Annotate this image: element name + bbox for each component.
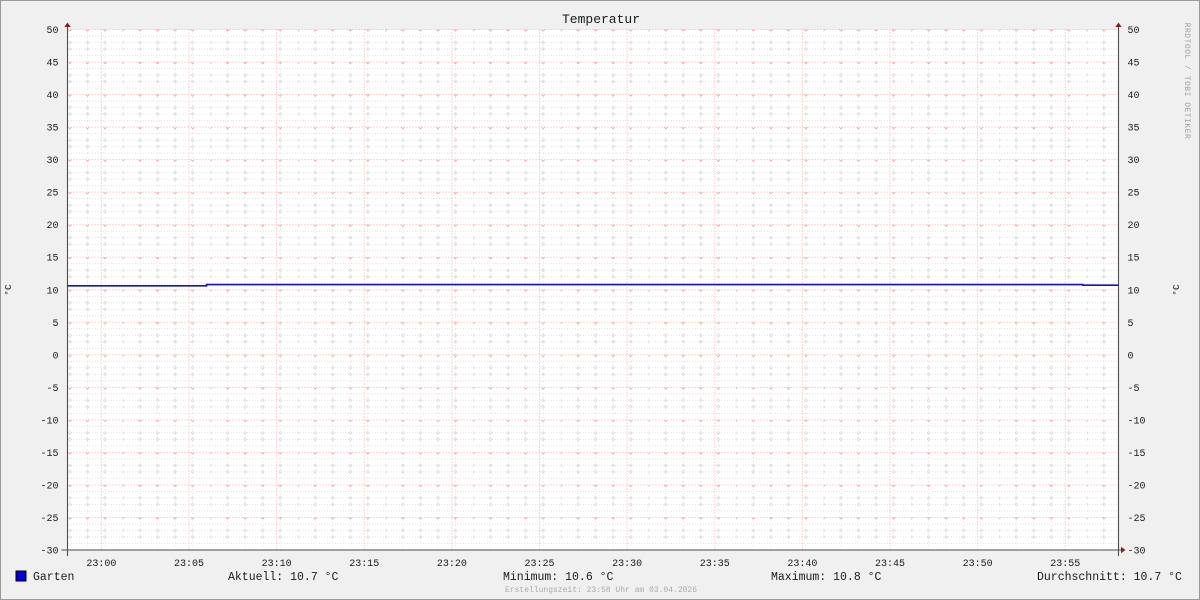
svg-text:25: 25 — [46, 189, 58, 200]
svg-text:30: 30 — [1128, 156, 1140, 167]
svg-text:Garten: Garten — [33, 571, 74, 584]
svg-text:23:55: 23:55 — [1050, 559, 1080, 570]
svg-text:°C: °C — [3, 284, 14, 296]
svg-text:15: 15 — [1128, 254, 1140, 265]
svg-text:23:10: 23:10 — [262, 559, 292, 570]
svg-text:10: 10 — [46, 286, 58, 297]
svg-text:23:50: 23:50 — [963, 559, 993, 570]
svg-text:-20: -20 — [40, 481, 58, 492]
svg-text:45: 45 — [46, 59, 58, 70]
svg-text:Minimum: 10.6 °C: Minimum: 10.6 °C — [503, 571, 614, 584]
svg-text:Erstellungszeit: 23:58 Uhr am: Erstellungszeit: 23:58 Uhr am 03.04.2026 — [505, 586, 697, 595]
svg-text:50: 50 — [46, 26, 58, 37]
svg-text:-30: -30 — [40, 547, 58, 558]
svg-text:35: 35 — [46, 124, 58, 135]
svg-text:23:45: 23:45 — [875, 559, 905, 570]
svg-text:35: 35 — [1128, 124, 1140, 135]
svg-text:25: 25 — [1128, 189, 1140, 200]
svg-text:23:20: 23:20 — [437, 559, 467, 570]
svg-text:5: 5 — [1128, 319, 1134, 330]
svg-text:-5: -5 — [46, 384, 58, 395]
svg-text:40: 40 — [46, 91, 58, 102]
svg-text:23:30: 23:30 — [612, 559, 642, 570]
svg-text:-10: -10 — [40, 416, 58, 427]
svg-text:23:05: 23:05 — [174, 559, 204, 570]
svg-text:23:00: 23:00 — [86, 559, 116, 570]
svg-text:23:35: 23:35 — [700, 559, 730, 570]
svg-text:20: 20 — [1128, 221, 1140, 232]
svg-text:5: 5 — [52, 319, 58, 330]
svg-text:23:15: 23:15 — [349, 559, 379, 570]
svg-text:40: 40 — [1128, 91, 1140, 102]
svg-text:-15: -15 — [40, 449, 58, 460]
svg-text:Maximum: 10.8 °C: Maximum: 10.8 °C — [771, 571, 882, 584]
svg-text:Aktuell: 10.7 °C: Aktuell: 10.7 °C — [228, 571, 339, 584]
svg-text:-15: -15 — [1128, 449, 1146, 460]
svg-text:-10: -10 — [1128, 416, 1146, 427]
svg-text:-25: -25 — [1128, 514, 1146, 525]
svg-text:-25: -25 — [40, 514, 58, 525]
svg-text:10: 10 — [1128, 286, 1140, 297]
svg-text:-5: -5 — [1128, 384, 1140, 395]
svg-text:50: 50 — [1128, 26, 1140, 37]
svg-text:0: 0 — [1128, 351, 1134, 362]
svg-text:20: 20 — [46, 221, 58, 232]
svg-text:30: 30 — [46, 156, 58, 167]
svg-text:0: 0 — [52, 351, 58, 362]
svg-text:23:40: 23:40 — [787, 559, 817, 570]
svg-text:°C: °C — [1171, 284, 1182, 296]
svg-text:-30: -30 — [1128, 547, 1146, 558]
svg-text:-20: -20 — [1128, 481, 1146, 492]
svg-text:RRDTOOL / TOBI OETIKER: RRDTOOL / TOBI OETIKER — [1182, 23, 1191, 140]
svg-text:23:25: 23:25 — [525, 559, 555, 570]
svg-text:45: 45 — [1128, 59, 1140, 70]
svg-text:15: 15 — [46, 254, 58, 265]
svg-text:Temperatur: Temperatur — [562, 12, 640, 27]
svg-text:Durchschnitt: 10.7 °C: Durchschnitt: 10.7 °C — [1037, 571, 1182, 584]
